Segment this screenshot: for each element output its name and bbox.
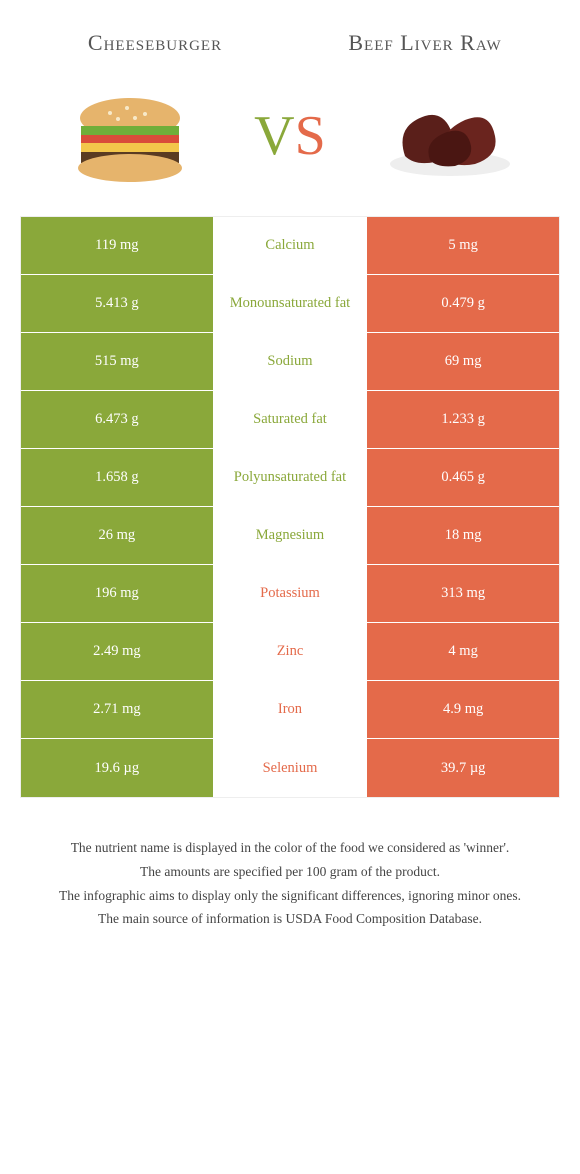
nutrient-label: Magnesium: [215, 507, 366, 564]
footer-notes: The nutrient name is displayed in the co…: [30, 838, 550, 928]
left-food-title: Cheeseburger: [20, 30, 290, 56]
left-value: 515 mg: [21, 333, 215, 390]
right-food-title: Beef Liver Raw: [290, 30, 560, 56]
nutrient-row: 515 mgSodium69 mg: [21, 333, 559, 391]
nutrient-row: 2.71 mgIron4.9 mg: [21, 681, 559, 739]
left-value: 119 mg: [21, 217, 215, 274]
nutrient-label: Selenium: [215, 739, 366, 797]
vs-s-letter: S: [295, 105, 326, 167]
right-value: 313 mg: [365, 565, 559, 622]
right-value: 4.9 mg: [365, 681, 559, 738]
nutrient-row: 6.473 gSaturated fat1.233 g: [21, 391, 559, 449]
beef-liver-icon: [375, 86, 525, 186]
nutrient-label: Monounsaturated fat: [215, 275, 366, 332]
nutrient-row: 19.6 µgSelenium39.7 µg: [21, 739, 559, 797]
footer-line-4: The main source of information is USDA F…: [30, 909, 550, 929]
left-value: 1.658 g: [21, 449, 215, 506]
nutrient-label: Potassium: [215, 565, 366, 622]
nutrient-label: Polyunsaturated fat: [215, 449, 366, 506]
vs-row: VS: [0, 76, 580, 216]
nutrient-label: Iron: [215, 681, 366, 738]
nutrient-label: Saturated fat: [215, 391, 366, 448]
left-value: 6.473 g: [21, 391, 215, 448]
nutrient-table: 119 mgCalcium5 mg5.413 gMonounsaturated …: [20, 216, 560, 798]
left-value: 5.413 g: [21, 275, 215, 332]
vs-v-letter: V: [254, 105, 294, 167]
right-value: 18 mg: [365, 507, 559, 564]
right-value: 5 mg: [365, 217, 559, 274]
right-value: 39.7 µg: [365, 739, 559, 797]
nutrient-row: 119 mgCalcium5 mg: [21, 217, 559, 275]
nutrient-label: Zinc: [215, 623, 366, 680]
right-value: 69 mg: [365, 333, 559, 390]
right-value: 0.479 g: [365, 275, 559, 332]
nutrient-row: 1.658 gPolyunsaturated fat0.465 g: [21, 449, 559, 507]
right-value: 0.465 g: [365, 449, 559, 506]
left-value: 2.49 mg: [21, 623, 215, 680]
left-value: 26 mg: [21, 507, 215, 564]
nutrient-row: 5.413 gMonounsaturated fat0.479 g: [21, 275, 559, 333]
right-value: 1.233 g: [365, 391, 559, 448]
header-row: Cheeseburger Beef Liver Raw: [0, 0, 580, 76]
footer-line-1: The nutrient name is displayed in the co…: [30, 838, 550, 858]
footer-line-3: The infographic aims to display only the…: [30, 886, 550, 906]
nutrient-row: 196 mgPotassium313 mg: [21, 565, 559, 623]
right-value: 4 mg: [365, 623, 559, 680]
nutrient-label: Sodium: [215, 333, 366, 390]
vs-label: VS: [254, 104, 326, 168]
left-value: 196 mg: [21, 565, 215, 622]
nutrient-row: 26 mgMagnesium18 mg: [21, 507, 559, 565]
cheeseburger-icon: [55, 86, 205, 186]
left-value: 19.6 µg: [21, 739, 215, 797]
nutrient-row: 2.49 mgZinc4 mg: [21, 623, 559, 681]
nutrient-label: Calcium: [215, 217, 366, 274]
left-value: 2.71 mg: [21, 681, 215, 738]
footer-line-2: The amounts are specified per 100 gram o…: [30, 862, 550, 882]
